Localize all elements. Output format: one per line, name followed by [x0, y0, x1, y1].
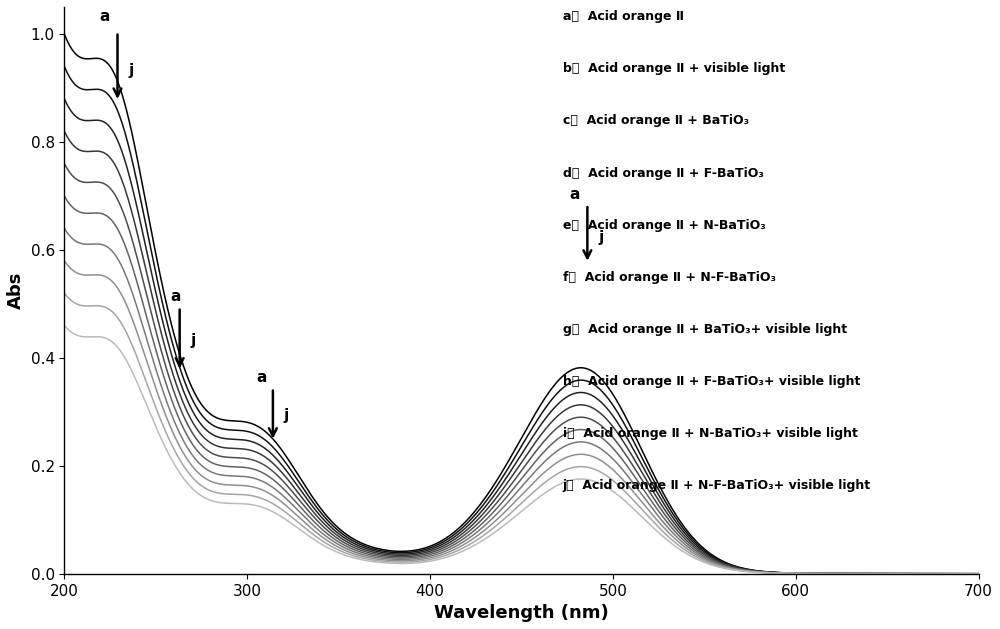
- Text: d：  Acid orange Ⅱ + F-BaTiO₃: d： Acid orange Ⅱ + F-BaTiO₃: [563, 167, 764, 179]
- X-axis label: Wavelength (nm): Wavelength (nm): [434, 604, 609, 622]
- Text: a：  Acid orange Ⅱ: a： Acid orange Ⅱ: [563, 10, 684, 23]
- Text: f：  Acid orange Ⅱ + N-F-BaTiO₃: f： Acid orange Ⅱ + N-F-BaTiO₃: [563, 270, 776, 284]
- Text: c：  Acid orange Ⅱ + BaTiO₃: c： Acid orange Ⅱ + BaTiO₃: [563, 114, 749, 128]
- Text: a: a: [256, 370, 267, 386]
- Text: i：  Acid orange Ⅱ + N-BaTiO₃+ visible light: i： Acid orange Ⅱ + N-BaTiO₃+ visible lig…: [563, 427, 858, 440]
- Text: a: a: [99, 9, 110, 24]
- Text: a: a: [171, 289, 181, 304]
- Text: j: j: [128, 63, 134, 78]
- Text: a: a: [569, 187, 579, 202]
- Text: j: j: [191, 333, 196, 348]
- Text: h：  Acid orange Ⅱ + F-BaTiO₃+ visible light: h： Acid orange Ⅱ + F-BaTiO₃+ visible lig…: [563, 375, 860, 388]
- Text: b：  Acid orange Ⅱ + visible light: b： Acid orange Ⅱ + visible light: [563, 62, 785, 75]
- Text: e：  Acid orange Ⅱ + N-BaTiO₃: e： Acid orange Ⅱ + N-BaTiO₃: [563, 219, 765, 231]
- Y-axis label: Abs: Abs: [7, 272, 25, 309]
- Text: j: j: [284, 408, 289, 423]
- Text: j：  Acid orange Ⅱ + N-F-BaTiO₃+ visible light: j： Acid orange Ⅱ + N-F-BaTiO₃+ visible l…: [563, 479, 871, 493]
- Text: g：  Acid orange Ⅱ + BaTiO₃+ visible light: g： Acid orange Ⅱ + BaTiO₃+ visible light: [563, 323, 847, 336]
- Text: j: j: [598, 230, 604, 245]
